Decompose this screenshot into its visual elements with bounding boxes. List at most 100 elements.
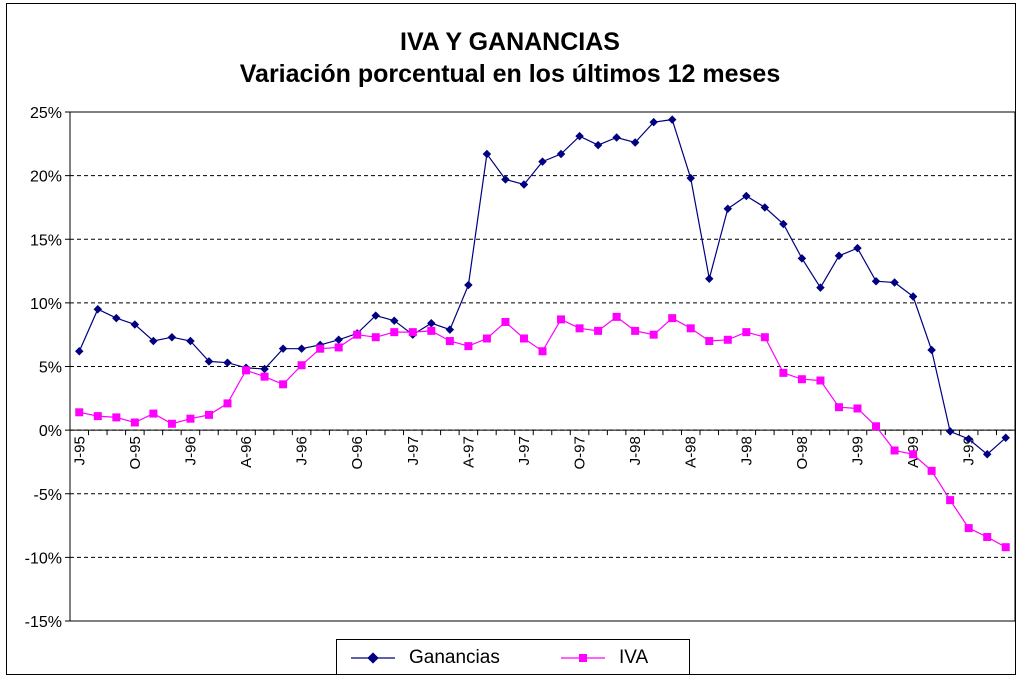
y-tick-label: 10%: [30, 296, 62, 313]
y-tick-label: 20%: [30, 169, 62, 186]
data-point-ganancias: [982, 450, 992, 459]
data-point-iva: [575, 324, 584, 333]
data-point-iva: [816, 376, 825, 385]
data-point-iva: [167, 419, 176, 428]
chart-subtitle: Variación porcentual en los últimos 12 m…: [239, 60, 781, 88]
data-point-ganancias: [427, 318, 436, 328]
chart-legend: Ganancias IVA: [336, 639, 690, 675]
data-point-iva: [501, 317, 510, 326]
data-point-ganancias: [853, 243, 862, 253]
data-point-iva: [519, 334, 528, 343]
y-tick-label: 25%: [30, 105, 62, 122]
x-tick-label: O-96: [349, 436, 366, 469]
data-point-iva: [371, 333, 380, 342]
data-point-iva: [872, 422, 881, 431]
data-point-iva: [742, 328, 751, 337]
data-point-iva: [390, 328, 399, 337]
x-tick-label: J-98: [627, 436, 644, 465]
data-point-iva: [464, 342, 473, 351]
data-point-ganancias: [927, 345, 936, 355]
x-tick-label: J-96: [294, 436, 311, 465]
data-point-iva: [760, 333, 769, 342]
data-point-iva: [204, 410, 213, 419]
data-point-iva: [927, 466, 936, 475]
x-tick-label: J-99: [850, 436, 867, 465]
data-point-iva: [279, 380, 288, 389]
data-point-ganancias: [278, 344, 288, 353]
data-point-iva: [779, 368, 788, 377]
x-tick-label: J-95: [71, 436, 88, 465]
data-point-ganancias: [204, 357, 214, 366]
data-point-ganancias: [1001, 433, 1010, 443]
data-point-iva: [408, 328, 417, 337]
data-point-ganancias: [93, 304, 103, 314]
y-tick-label: 0%: [39, 423, 62, 440]
data-point-iva: [334, 343, 343, 352]
legend-swatch-ganancias: [351, 652, 395, 664]
data-point-iva: [594, 326, 603, 335]
data-point-ganancias: [260, 364, 269, 374]
data-point-iva: [427, 326, 436, 335]
data-point-ganancias: [612, 133, 621, 142]
chart-title: IVA Y GANANCIAS: [400, 28, 620, 56]
data-point-ganancias: [223, 358, 232, 367]
y-tick-label: 5%: [39, 360, 62, 377]
data-point-ganancias: [705, 274, 714, 283]
data-point-iva: [112, 413, 121, 422]
data-point-iva: [964, 524, 973, 533]
data-point-ganancias: [723, 204, 733, 213]
data-point-ganancias: [908, 292, 918, 301]
data-point-ganancias: [112, 313, 121, 323]
data-point-iva: [538, 347, 547, 356]
x-tick-label: J-97: [405, 436, 422, 465]
data-point-iva: [649, 330, 658, 339]
data-point-iva: [834, 403, 843, 412]
x-tick-label: A-96: [238, 436, 255, 468]
data-point-iva: [93, 412, 102, 421]
data-point-iva: [149, 409, 158, 418]
data-point-iva: [909, 450, 918, 459]
data-point-iva: [705, 337, 714, 346]
data-point-ganancias: [593, 140, 603, 150]
data-point-iva: [316, 344, 325, 353]
data-point-ganancias: [871, 276, 881, 286]
series-line-ganancias: [78, 118, 1007, 456]
data-point-ganancias: [445, 325, 455, 334]
data-point-ganancias: [149, 336, 158, 346]
data-point-iva: [890, 446, 899, 455]
data-point-ganancias: [890, 278, 899, 287]
data-point-ganancias: [297, 344, 306, 353]
data-point-iva: [686, 324, 695, 333]
x-tick-label: A-98: [683, 436, 700, 468]
data-point-iva: [853, 404, 862, 413]
legend-label-iva: IVA: [619, 647, 649, 668]
data-point-iva: [946, 496, 955, 505]
data-point-ganancias: [464, 280, 473, 290]
y-tick-label: -15%: [25, 614, 62, 631]
data-point-iva: [983, 533, 992, 542]
x-tick-label: O-97: [572, 436, 589, 469]
data-point-ganancias: [390, 316, 399, 325]
data-point-ganancias: [334, 335, 343, 345]
legend-label-ganancias: Ganancias: [409, 647, 500, 668]
data-point-ganancias: [816, 283, 825, 292]
data-point-ganancias: [167, 332, 177, 342]
data-point-iva: [353, 330, 362, 339]
data-point-iva: [223, 399, 232, 408]
data-point-ganancias: [186, 336, 195, 346]
data-point-iva: [242, 366, 251, 375]
data-point-iva: [75, 408, 84, 417]
data-point-ganancias: [501, 175, 510, 184]
data-point-ganancias: [964, 434, 973, 444]
x-tick-label: J-97: [516, 436, 533, 465]
data-point-iva: [186, 414, 195, 423]
data-point-ganancias: [482, 149, 492, 159]
y-tick-label: 15%: [30, 232, 62, 249]
data-point-ganancias: [834, 251, 844, 261]
data-point-iva: [668, 314, 677, 323]
chart-title-block: IVA Y GANANCIAS Variación porcentual en …: [0, 26, 1020, 90]
data-point-iva: [797, 375, 806, 384]
data-point-ganancias: [371, 311, 380, 320]
legend-swatch-iva: [561, 654, 605, 662]
